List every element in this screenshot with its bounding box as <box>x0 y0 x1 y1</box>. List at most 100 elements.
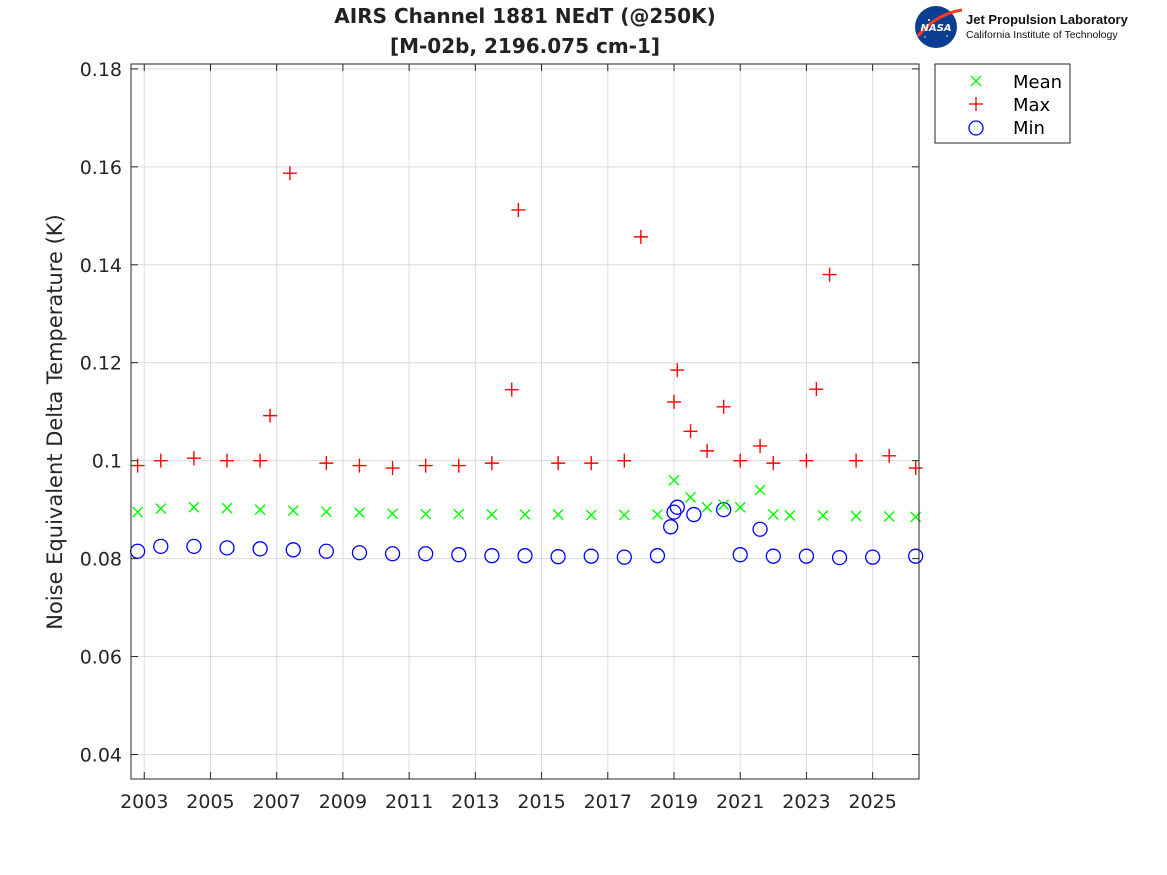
point-min <box>129 543 146 559</box>
legend-label-max: Max <box>1013 95 1051 116</box>
point-mean <box>817 510 829 522</box>
chart-title-line1: AIRS Channel 1881 NEdT (@250K) <box>334 4 715 28</box>
y-tick-label: 0.14 <box>80 255 122 277</box>
point-max <box>451 458 466 473</box>
legend-marker-mean <box>970 75 982 87</box>
point-mean <box>734 501 746 513</box>
x-tick-label: 2009 <box>319 791 367 813</box>
point-min <box>649 548 666 564</box>
grid-lines <box>131 64 919 779</box>
point-min <box>686 506 702 523</box>
point-min <box>517 548 533 564</box>
point-max <box>633 229 648 244</box>
point-min <box>831 549 848 566</box>
point-mean <box>651 509 663 521</box>
point-max <box>220 453 235 468</box>
point-mean <box>519 509 531 521</box>
point-max <box>484 456 499 471</box>
point-min <box>716 502 732 518</box>
point-min <box>864 549 881 565</box>
point-min <box>186 538 202 555</box>
point-min <box>285 542 301 558</box>
point-min <box>583 548 599 564</box>
point-max <box>418 458 433 473</box>
point-max <box>733 453 748 468</box>
chart-title-line2: [M-02b, 2196.075 cm-1] <box>390 34 660 58</box>
point-mean <box>353 507 365 519</box>
point-min <box>798 548 815 564</box>
point-min <box>752 521 768 537</box>
point-mean <box>883 511 895 523</box>
point-min <box>351 545 368 561</box>
point-mean <box>701 501 713 513</box>
plot-frame <box>130 63 920 780</box>
point-mean <box>767 509 779 521</box>
point-max <box>153 453 168 468</box>
point-min <box>384 546 401 562</box>
x-tick-label: 2013 <box>451 791 499 813</box>
point-min <box>908 548 924 564</box>
point-max <box>584 456 599 471</box>
point-mean <box>453 508 465 520</box>
point-max <box>551 456 566 471</box>
point-min <box>219 540 235 556</box>
legend-box <box>934 63 1071 144</box>
y-tick-label: 0.08 <box>80 549 122 571</box>
point-mean <box>685 491 697 503</box>
point-max <box>683 424 698 439</box>
x-tick-label: 2015 <box>517 791 565 813</box>
legend-marker-min <box>968 120 984 136</box>
point-max <box>617 453 632 468</box>
point-min <box>252 541 268 557</box>
y-tick-label: 0.06 <box>80 647 122 669</box>
point-max <box>799 453 814 468</box>
point-min <box>550 549 566 565</box>
point-min <box>663 519 679 535</box>
jpl-subtitle: California Institute of Technology <box>966 29 1118 41</box>
nasa-badge-text: NASA <box>920 23 951 34</box>
point-max <box>822 267 837 282</box>
x-tick-label: 2023 <box>782 791 830 813</box>
point-max <box>670 363 685 378</box>
point-max <box>352 458 367 473</box>
point-mean <box>850 510 862 522</box>
point-max <box>186 451 201 466</box>
point-min <box>669 499 685 515</box>
legend-label-min: Min <box>1013 118 1045 139</box>
x-tick-label: 2025 <box>848 791 896 813</box>
x-tick-label: 2019 <box>650 791 698 813</box>
point-max <box>908 461 923 476</box>
y-tick-label: 0.18 <box>80 59 122 81</box>
point-min <box>153 538 169 555</box>
point-mean <box>387 508 399 520</box>
point-max <box>809 382 824 397</box>
point-min <box>616 549 632 565</box>
point-mean <box>552 509 564 521</box>
point-mean <box>668 474 680 486</box>
point-max <box>882 448 897 463</box>
point-min <box>666 504 682 520</box>
x-tick-label: 2003 <box>120 791 168 813</box>
point-min <box>732 547 748 563</box>
y-tick-label: 0.04 <box>80 745 122 767</box>
x-tick-label: 2005 <box>186 791 234 813</box>
point-min <box>318 543 334 559</box>
point-max <box>282 166 297 181</box>
point-mean <box>754 484 766 496</box>
jpl-logo: NASA Jet Propulsion Laboratory Californi… <box>915 6 1129 48</box>
jpl-name: Jet Propulsion Laboratory <box>966 12 1129 27</box>
y-tick-label: 0.12 <box>80 353 122 375</box>
legend-marker-max <box>969 97 983 111</box>
point-min <box>418 546 434 562</box>
point-mean <box>420 508 432 520</box>
point-mean <box>287 505 299 517</box>
x-tick-label: 2017 <box>584 791 632 813</box>
point-mean <box>221 502 233 514</box>
point-max <box>849 453 864 468</box>
point-mean <box>585 509 597 521</box>
point-max <box>753 438 768 453</box>
point-max <box>504 382 519 397</box>
nasa-meatball-icon <box>915 6 957 48</box>
x-tick-label: 2021 <box>716 791 764 813</box>
axis-ticks: 2003 2005 2007 2009 2011 2013 2015 2017 2019 2021… <box>80 59 919 813</box>
